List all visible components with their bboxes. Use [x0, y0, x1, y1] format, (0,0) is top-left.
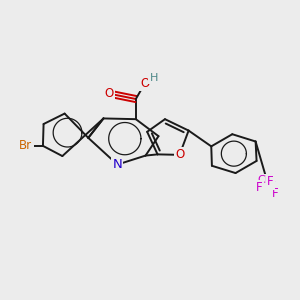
Text: F: F [267, 175, 274, 188]
Text: N: N [112, 158, 122, 171]
Text: O: O [140, 77, 149, 90]
Text: O: O [105, 87, 114, 100]
Text: CF₃: CF₃ [258, 175, 276, 185]
Text: F: F [272, 187, 279, 200]
Text: H: H [149, 73, 158, 83]
Text: O: O [175, 148, 184, 161]
Text: F: F [256, 181, 263, 194]
Text: Br: Br [19, 140, 32, 152]
